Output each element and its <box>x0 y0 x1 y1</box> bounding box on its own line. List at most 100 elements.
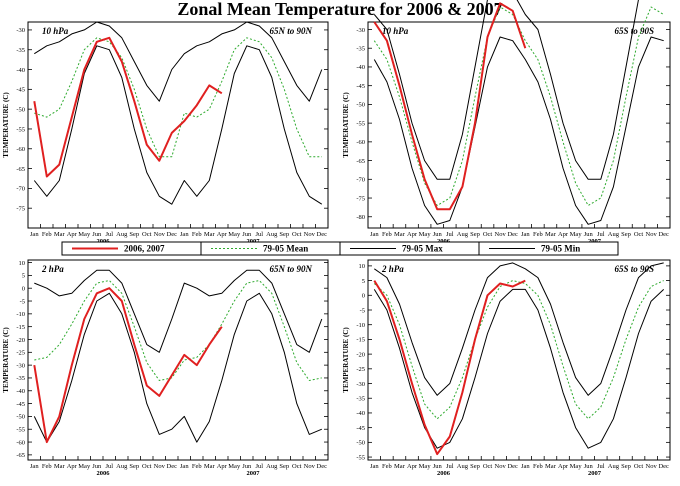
y-tick-label: -60 <box>16 439 25 446</box>
x-tick-label: Dec <box>317 231 328 238</box>
y-tick-label: -25 <box>16 350 25 357</box>
x-tick-label: Jun <box>433 463 443 470</box>
series-line-79-05-mean <box>34 37 322 158</box>
y-tick-label: -35 <box>16 47 25 54</box>
x-tick-label: Sep <box>621 231 631 238</box>
y-tick-label: -55 <box>16 427 25 434</box>
y-tick-label: -80 <box>356 214 365 221</box>
x-tick-label: May <box>570 231 583 238</box>
series-line-79-05-min <box>373 288 665 449</box>
x-tick-label: Nov <box>154 231 166 238</box>
x-tick-label: Jul <box>105 463 113 470</box>
y-tick-label: -40 <box>16 67 25 74</box>
x-tick-label: Sep <box>129 463 139 470</box>
series-line-79-05-max <box>373 0 639 180</box>
y-tick-label: -15 <box>356 337 365 344</box>
x-tick-label: Feb <box>42 231 52 238</box>
y-tick-label: 0 <box>22 286 25 293</box>
y-tick-label: 10 <box>359 263 366 270</box>
region-label: 65S to 90S <box>614 26 654 36</box>
plot-area <box>27 21 329 229</box>
y-tick-label: 10 <box>19 260 26 267</box>
x-tick-label: Apr <box>407 231 418 238</box>
region-label: 65N to 90N <box>270 264 313 274</box>
x-tick-label: Apr <box>67 463 78 470</box>
legend-label: 79-05 Max <box>402 244 443 254</box>
y-tick-label: -55 <box>356 120 365 127</box>
x-tick-label: Jan <box>521 463 530 470</box>
x-tick-label: Aug <box>608 463 620 470</box>
x-tick-label: Jun <box>584 463 594 470</box>
y-tick-label: -40 <box>16 388 25 395</box>
x-tick-label: Dec <box>317 463 328 470</box>
y-tick-label: -75 <box>356 195 365 202</box>
x-tick-label: May <box>419 463 432 470</box>
region-label: 65S to 90S <box>614 264 654 274</box>
series-line-2006-2007 <box>33 36 223 178</box>
year-label: 2007 <box>247 470 261 477</box>
y-tick-label: 0 <box>362 293 365 300</box>
panels: -30 -35 -40 -45 -50 -55 -60 -65 -70 -75 TEMPERATUR… <box>2 0 671 477</box>
y-tick-label: -35 <box>16 375 25 382</box>
plot-area <box>27 259 329 461</box>
y-tick-label: -65 <box>16 452 25 459</box>
x-tick-label: Jun <box>92 231 102 238</box>
x-tick-label: Sep <box>621 463 631 470</box>
x-tick-label: Dec <box>507 463 518 470</box>
x-tick-label: Jan <box>180 231 189 238</box>
x-tick-label: Aug <box>266 463 278 470</box>
series-line-79-05-min <box>33 292 322 443</box>
panel-3: 10 5 0 -5 -10 -15 -20 -25 -30 -35 -40 -45 -50 -55 -60 -… <box>2 259 329 477</box>
x-tick-label: Oct <box>142 231 152 238</box>
y-tick-label: -75 <box>16 205 25 212</box>
x-tick-label: Jul <box>446 463 454 470</box>
y-tick-label: -50 <box>16 106 25 113</box>
legend-item: 79-05 Mean <box>200 242 308 255</box>
x-tick-label: Nov <box>154 463 166 470</box>
legend-item: 79-05 Max <box>339 242 443 255</box>
x-tick-label: Aug <box>266 231 278 238</box>
x-tick-label: Dec <box>167 463 178 470</box>
y-tick-label: -55 <box>16 126 25 133</box>
x-tick-label: Jun <box>242 231 252 238</box>
plot-area <box>367 259 671 461</box>
x-tick-label: Jul <box>597 463 605 470</box>
region-label: 65N to 90N <box>270 26 313 36</box>
series-line-79-05-mean <box>34 280 322 381</box>
x-tick-label: Apr <box>67 231 78 238</box>
x-tick-label: Sep <box>279 231 289 238</box>
x-tick-label: Oct <box>634 231 644 238</box>
series-line-79-05-mean <box>373 6 664 206</box>
y-axis-label: TEMPERATURE (C) <box>342 327 350 393</box>
y-tick-label: -45 <box>356 83 365 90</box>
x-tick-label: Feb <box>382 463 392 470</box>
x-tick-label: Feb <box>533 463 543 470</box>
y-tick-label: -30 <box>356 381 365 388</box>
y-tick-label: -35 <box>356 46 365 53</box>
year-label: 2007 <box>588 470 602 477</box>
x-tick-label: Sep <box>470 463 480 470</box>
series-line-79-05-min <box>373 36 664 225</box>
y-tick-label: -45 <box>16 401 25 408</box>
pressure-level-label: 10 hPa <box>42 26 69 36</box>
x-tick-label: Apr <box>558 231 569 238</box>
x-tick-label: Dec <box>658 463 669 470</box>
pressure-level-label: 10 hPa <box>382 26 409 36</box>
x-tick-label: Jul <box>597 231 605 238</box>
y-tick-label: -25 <box>356 366 365 373</box>
y-tick-label: -40 <box>356 410 365 417</box>
x-tick-label: Oct <box>483 463 493 470</box>
y-tick-label: -10 <box>356 322 365 329</box>
y-axis-label: TEMPERATURE (C) <box>2 92 10 158</box>
x-tick-label: Jan <box>370 463 379 470</box>
x-tick-label: Aug <box>608 231 620 238</box>
y-tick-label: -70 <box>16 186 25 193</box>
y-tick-label: -60 <box>356 139 365 146</box>
x-tick-label: May <box>228 463 241 470</box>
y-tick-label: -15 <box>16 324 25 331</box>
x-tick-label: Nov <box>304 463 316 470</box>
y-tick-label: -35 <box>356 396 365 403</box>
x-tick-label: Feb <box>192 231 202 238</box>
x-tick-label: Aug <box>116 463 128 470</box>
y-tick-label: -65 <box>16 166 25 173</box>
